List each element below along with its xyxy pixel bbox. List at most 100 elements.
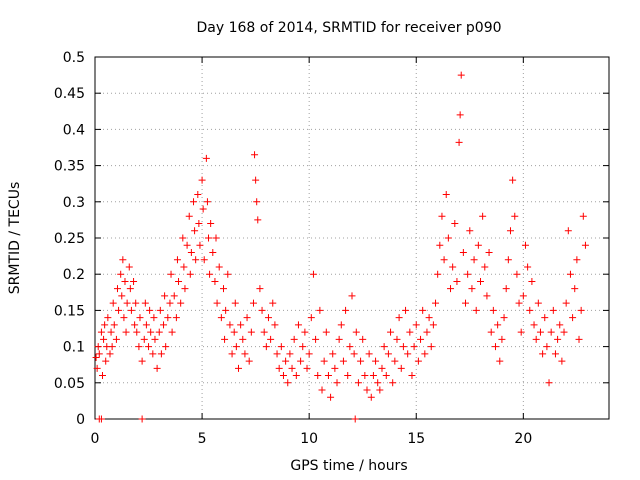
- data-point: [294, 321, 302, 329]
- y-tick-label: 0.1: [63, 340, 85, 356]
- data-point: [136, 314, 144, 322]
- data-point: [391, 357, 399, 365]
- data-point: [247, 328, 255, 336]
- data-point: [251, 151, 259, 159]
- data-point: [562, 299, 570, 307]
- data-point: [267, 335, 275, 343]
- data-point: [190, 198, 198, 206]
- data-point: [110, 321, 118, 329]
- y-tick-label: 0.35: [54, 159, 85, 175]
- x-axis-label: GPS time / hours: [290, 458, 407, 474]
- data-point: [104, 314, 112, 322]
- data-point: [314, 372, 322, 380]
- data-point: [140, 335, 148, 343]
- data-point: [399, 343, 407, 351]
- data-point: [521, 241, 529, 249]
- data-point: [556, 321, 564, 329]
- data-point: [322, 328, 330, 336]
- data-point: [113, 285, 121, 293]
- data-point: [252, 176, 260, 184]
- data-point: [133, 328, 141, 336]
- data-point: [138, 357, 146, 365]
- data-point: [220, 285, 227, 293]
- data-point: [438, 212, 446, 220]
- data-point: [513, 270, 521, 278]
- data-point: [241, 350, 249, 358]
- data-point: [155, 328, 163, 336]
- x-tick-label: 0: [91, 431, 100, 447]
- data-point: [102, 357, 110, 365]
- x-tick-label: 15: [407, 431, 425, 447]
- data-point: [354, 379, 362, 387]
- data-point: [125, 263, 133, 271]
- data-point: [130, 277, 138, 285]
- data-point: [575, 335, 583, 343]
- data-point: [549, 306, 557, 314]
- data-point: [195, 220, 203, 228]
- data-point: [547, 328, 555, 336]
- data-point: [451, 220, 459, 228]
- x-tick-label: 5: [198, 431, 207, 447]
- data-point: [202, 154, 210, 162]
- data-point: [117, 270, 125, 278]
- data-point: [378, 364, 386, 372]
- data-point: [357, 357, 365, 365]
- data-point: [419, 306, 427, 314]
- data-point: [457, 71, 465, 79]
- data-point: [456, 111, 464, 119]
- data-point: [382, 372, 390, 380]
- data-point: [361, 372, 369, 380]
- data-point: [560, 328, 568, 336]
- data-point: [477, 277, 484, 285]
- data-point: [230, 328, 238, 336]
- data-point: [301, 328, 309, 336]
- data-point: [331, 364, 339, 372]
- data-point: [395, 314, 403, 322]
- data-point: [305, 350, 313, 358]
- data-point: [464, 270, 472, 278]
- data-point: [215, 263, 223, 271]
- data-point: [122, 328, 130, 336]
- data-point: [324, 372, 332, 380]
- data-point: [511, 212, 519, 220]
- data-point: [254, 216, 262, 224]
- data-point: [352, 328, 360, 336]
- data-point: [100, 335, 108, 343]
- data-point: [417, 335, 425, 343]
- data-point: [141, 299, 149, 307]
- data-point: [406, 328, 414, 336]
- data-point: [206, 270, 214, 278]
- data-point: [132, 299, 140, 307]
- data-point: [264, 314, 272, 322]
- data-point: [397, 364, 405, 372]
- data-point: [119, 256, 127, 264]
- data-point: [449, 263, 457, 271]
- data-point: [434, 270, 442, 278]
- data-series-srmtid: [92, 71, 589, 423]
- data-point: [509, 176, 517, 184]
- data-point: [179, 234, 187, 242]
- data-point: [277, 343, 285, 351]
- data-point: [121, 277, 129, 285]
- data-point: [183, 241, 191, 249]
- data-point: [363, 386, 371, 394]
- data-point: [245, 357, 253, 365]
- data-point: [126, 285, 134, 293]
- data-point: [138, 415, 146, 423]
- data-point: [372, 357, 380, 365]
- data-point: [177, 299, 185, 307]
- data-point: [494, 321, 502, 329]
- data-point: [410, 343, 418, 351]
- data-point: [427, 343, 435, 351]
- data-point: [97, 415, 105, 423]
- data-point: [181, 285, 189, 293]
- data-point: [554, 335, 562, 343]
- data-point: [339, 357, 347, 365]
- data-point: [271, 321, 279, 329]
- data-point: [558, 357, 566, 365]
- data-point: [161, 292, 169, 300]
- data-point: [262, 343, 270, 351]
- data-point: [164, 314, 172, 322]
- data-point: [151, 335, 159, 343]
- data-point: [447, 285, 455, 293]
